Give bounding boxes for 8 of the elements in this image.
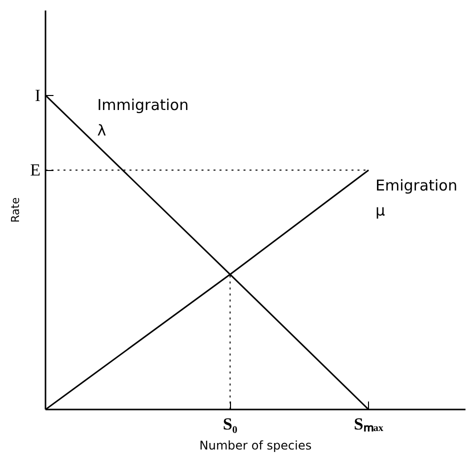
x-axis-title: Number of species — [199, 438, 312, 452]
text: I — [34, 86, 41, 105]
series-label: Immigration λ — [97, 96, 189, 140]
series-label: Emigration μ — [376, 176, 458, 220]
ref-line-label: E — [30, 160, 41, 180]
y-axis-title: Rate — [9, 197, 22, 223]
x-tick-label: S₀ — [222, 414, 238, 434]
x-tick-label: Sₘₐₓ — [354, 414, 384, 434]
